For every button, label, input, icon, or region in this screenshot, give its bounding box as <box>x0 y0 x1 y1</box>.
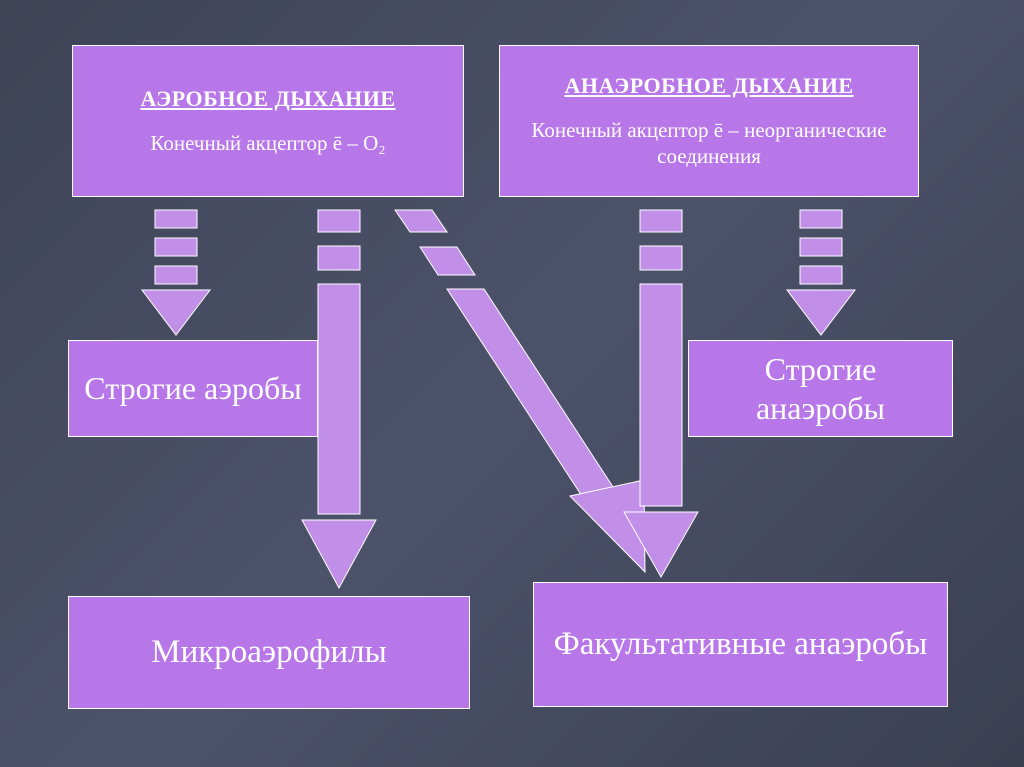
node-aerobic: АЭРОБНОЕ ДЫХАНИЕ Конечный акцептор ē – О… <box>72 45 464 197</box>
node-strict-anaerobes: Строгие анаэробы <box>688 340 953 437</box>
strict-aerobes-label: Строгие аэробы <box>84 369 301 407</box>
node-microaerophiles: Микроаэрофилы <box>68 596 470 709</box>
facultative-anaerobes-label: Факультативные анаэробы <box>554 624 928 665</box>
arrow-anaerobic-to-strict-anaerobes <box>787 210 855 335</box>
anaerobic-subtitle: Конечный акцептор ē – неорганические сое… <box>512 117 906 170</box>
arrow-aerobic-to-strict-aerobes <box>142 210 210 335</box>
node-strict-aerobes: Строгие аэробы <box>68 340 318 437</box>
aerobic-subtitle: Конечный акцептор ē – О₂ <box>150 130 385 156</box>
aerobic-title: АЭРОБНОЕ ДЫХАНИЕ <box>140 86 395 112</box>
microaerophiles-label: Микроаэрофилы <box>151 632 387 673</box>
anaerobic-title: АНАЭРОБНОЕ ДЫХАНИЕ <box>564 73 853 99</box>
arrow-aerobic-to-facultative <box>395 210 645 572</box>
strict-anaerobes-label: Строгие анаэробы <box>701 350 940 427</box>
node-facultative-anaerobes: Факультативные анаэробы <box>533 582 948 707</box>
node-anaerobic: АНАЭРОБНОЕ ДЫХАНИЕ Конечный акцептор ē –… <box>499 45 919 197</box>
arrow-anaerobic-to-facultative <box>624 210 698 577</box>
